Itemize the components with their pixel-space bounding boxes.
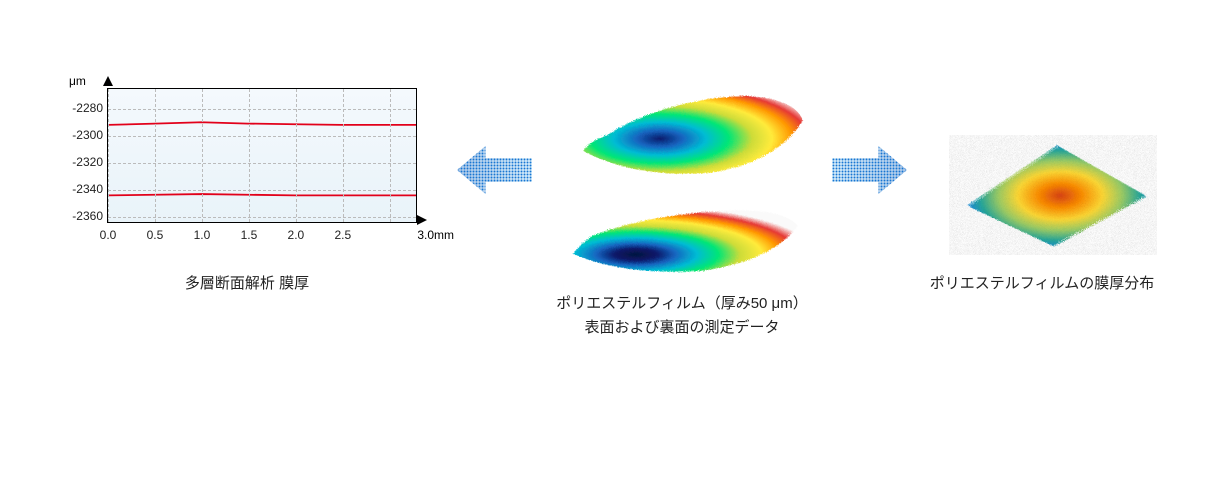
y-tick-label: -2360	[57, 209, 103, 223]
chart-panel: μm 3.0mm 0.00.51.01.52.02.5 -2280-2300-2…	[57, 80, 437, 296]
center-caption: ポリエステルフィルム（厚み50 μm） 表面および裏面の測定データ	[556, 292, 807, 340]
gridline-v	[390, 89, 391, 222]
gridline-v	[202, 89, 203, 222]
x-tick-label: 0.5	[147, 228, 164, 242]
center-caption-line1: ポリエステルフィルム（厚み50 μm）	[556, 295, 807, 312]
y-tick-label: -2320	[57, 155, 103, 169]
x-axis-arrow-icon	[417, 215, 427, 225]
right-caption: ポリエステルフィルムの膜厚分布	[930, 272, 1154, 296]
film-surfaces	[552, 80, 812, 280]
x-axis-last-label: 3.0mm	[417, 228, 454, 242]
y-axis-arrow-icon	[103, 76, 113, 86]
center-caption-line2: 表面および裏面の測定データ	[584, 319, 779, 336]
chart-caption: 多層断面解析 膜厚	[185, 272, 309, 296]
x-tick-label: 1.5	[241, 228, 258, 242]
y-tick-label: -2300	[57, 128, 103, 142]
stacked-surface-svg	[552, 80, 812, 280]
gridline-v	[249, 89, 250, 222]
y-tick-label: -2280	[57, 101, 103, 115]
gridline-v	[296, 89, 297, 222]
center-panel: ポリエステルフィルム（厚み50 μm） 表面および裏面の測定データ	[552, 80, 812, 340]
arrow-left-icon	[457, 140, 532, 200]
thickness-distribution	[927, 80, 1157, 260]
x-tick-label: 2.0	[288, 228, 305, 242]
x-tick-label: 1.0	[194, 228, 211, 242]
y-axis-unit: μm	[69, 74, 86, 88]
thickness-chart: μm 3.0mm 0.00.51.01.52.02.5 -2280-2300-2…	[57, 80, 437, 260]
right-panel: ポリエステルフィルムの膜厚分布	[927, 80, 1157, 296]
gridline-v	[343, 89, 344, 222]
gridline-v	[155, 89, 156, 222]
x-tick-label: 0.0	[100, 228, 117, 242]
y-tick-label: -2340	[57, 182, 103, 196]
arrow-right-icon	[832, 140, 907, 200]
distribution-surface-svg	[927, 80, 1157, 260]
gridline-v	[108, 89, 109, 222]
chart-plot-area: 3.0mm 0.00.51.01.52.02.5	[107, 88, 417, 223]
x-tick-label: 2.5	[335, 228, 352, 242]
